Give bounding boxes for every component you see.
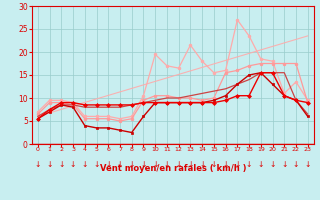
Text: ↓: ↓	[82, 160, 88, 169]
Text: ↓: ↓	[152, 160, 158, 169]
Text: ↓: ↓	[281, 160, 287, 169]
Text: ↓: ↓	[46, 160, 53, 169]
Text: ↓: ↓	[293, 160, 299, 169]
Text: ↓: ↓	[70, 160, 76, 169]
Text: ↓: ↓	[175, 160, 182, 169]
Text: ↓: ↓	[35, 160, 41, 169]
Text: ↓: ↓	[58, 160, 65, 169]
Text: ↓: ↓	[246, 160, 252, 169]
Text: ↓: ↓	[211, 160, 217, 169]
Text: ↓: ↓	[187, 160, 194, 169]
Text: ↓: ↓	[234, 160, 241, 169]
Text: ↓: ↓	[222, 160, 229, 169]
X-axis label: Vent moyen/en rafales ( km/h ): Vent moyen/en rafales ( km/h )	[100, 164, 246, 173]
Text: ↓: ↓	[117, 160, 123, 169]
Text: ↓: ↓	[258, 160, 264, 169]
Text: ↓: ↓	[305, 160, 311, 169]
Text: ↓: ↓	[93, 160, 100, 169]
Text: ↓: ↓	[199, 160, 205, 169]
Text: ↓: ↓	[105, 160, 111, 169]
Text: ↓: ↓	[269, 160, 276, 169]
Text: ↓: ↓	[129, 160, 135, 169]
Text: ↓: ↓	[140, 160, 147, 169]
Text: ↓: ↓	[164, 160, 170, 169]
